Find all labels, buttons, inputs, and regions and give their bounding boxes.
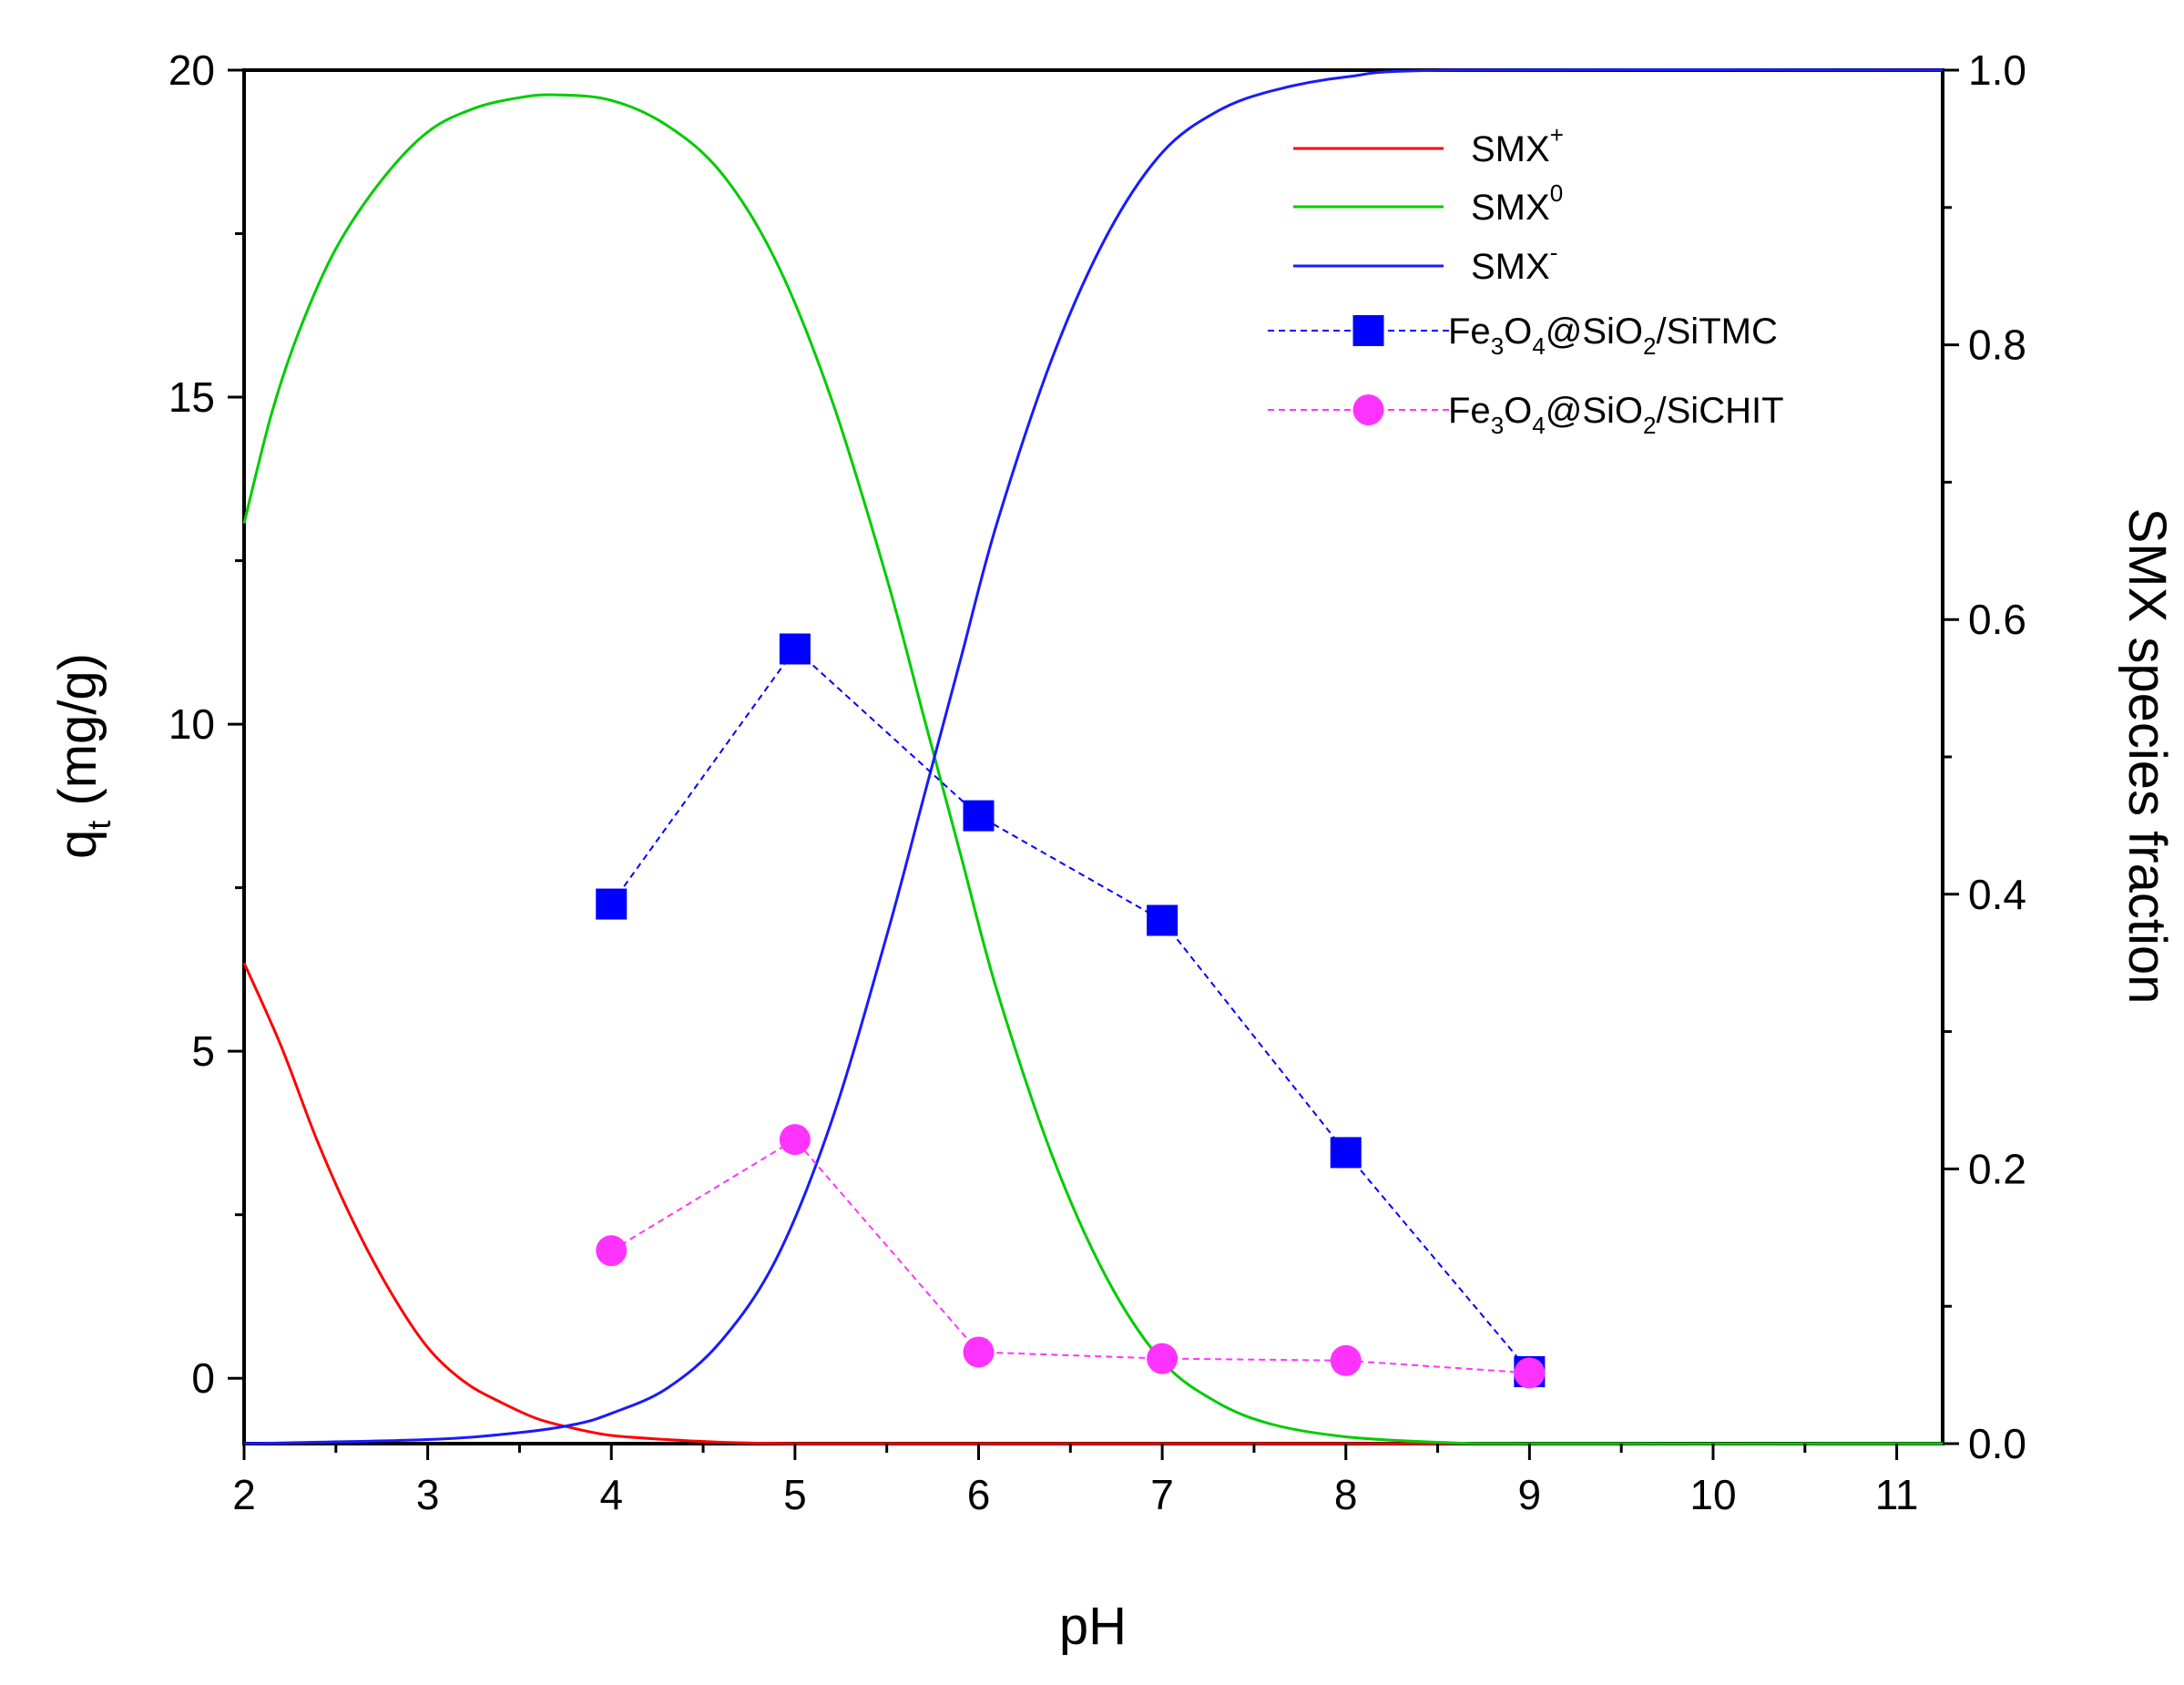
- y-axis-left-title-main: q: [48, 830, 107, 859]
- y-right-tick-label: 0.6: [1968, 596, 2026, 643]
- y-left-tick-label: 15: [168, 373, 215, 421]
- sichit-point: [1330, 1344, 1362, 1376]
- y-axis-left-title-subscript: t: [80, 821, 117, 830]
- y-right-tick-label: 1.0: [1968, 46, 2026, 94]
- sitmc-point: [963, 800, 995, 832]
- legend-label-sitmc: Fe3O4@SiO2/SiTMC: [1448, 311, 1778, 360]
- y-axis-right-title-text: SMX species fraction: [2118, 508, 2177, 1005]
- legend-label-smx-anion-curve: SMX-: [1471, 239, 1557, 287]
- x-tick-label: 7: [1150, 1471, 1174, 1518]
- legend: SMX+ SMX0 SMX- Fe3O4@SiO2/SiTMC Fe3O4@SiO2/S…: [1268, 121, 1784, 439]
- x-tick-label: 6: [967, 1471, 991, 1518]
- y-axis-left-title: qt (mg/g): [48, 653, 117, 859]
- x-tick-label: 2: [232, 1471, 256, 1518]
- sichit-point: [596, 1235, 628, 1267]
- x-tick-label: 8: [1334, 1471, 1358, 1518]
- y-right-tick-label: 0.4: [1968, 871, 2026, 918]
- y-right-tick-label: 0.2: [1968, 1145, 2026, 1192]
- legend-marker-sitmc: [1352, 315, 1384, 346]
- sichit-point: [1514, 1357, 1546, 1389]
- sitmc-point: [1147, 904, 1179, 936]
- legend-label-smx-neutral-curve: SMX0: [1471, 179, 1563, 228]
- sichit-point: [779, 1124, 811, 1156]
- y-left-tick-label: 10: [168, 700, 215, 748]
- x-tick-label: 11: [1875, 1471, 1919, 1518]
- sitmc-point: [779, 633, 811, 665]
- y-axis-left-title-suffix: (mg/g): [48, 653, 107, 821]
- data-series: [596, 633, 1546, 1389]
- species-curves: [242, 67, 1944, 1445]
- plot-frame: [242, 68, 1944, 1445]
- svg-text:qt (mg/g): qt (mg/g): [48, 653, 117, 859]
- y-axis-right-title: SMX species fraction: [2118, 508, 2177, 1005]
- legend-label-smx-cation-curve: SMX+: [1471, 121, 1564, 169]
- y-right-tick-label: 0.8: [1968, 322, 2026, 369]
- y-left-tick-label: 0: [191, 1354, 215, 1402]
- x-tick-label: 5: [783, 1471, 807, 1518]
- x-tick-label: 3: [416, 1471, 440, 1518]
- x-tick-label: 10: [1689, 1471, 1736, 1518]
- y-axis-left: 0 5 10 15 20: [168, 46, 244, 1402]
- legend-marker-sichit: [1352, 394, 1384, 425]
- x-tick-label: 4: [599, 1471, 623, 1518]
- y-left-tick-label: 20: [168, 46, 215, 94]
- sichit-line: [610, 1138, 1530, 1374]
- y-right-tick-label: 0.0: [1968, 1420, 2026, 1467]
- smx-anion-curve: [243, 67, 1944, 1445]
- smx-neutral-curve: [242, 93, 1944, 1445]
- x-axis: 2 3 4 5 6 7 8 9 10 11: [232, 1444, 1918, 1518]
- sitmc-point: [1330, 1137, 1362, 1169]
- legend-label-sichit: Fe3O4@SiO2/SiCHIT: [1448, 391, 1784, 439]
- y-left-tick-label: 5: [191, 1027, 215, 1075]
- sitmc-point: [596, 888, 628, 920]
- smx-cation-curve: [242, 962, 1943, 1445]
- sichit-point: [963, 1336, 995, 1368]
- x-tick-label: 9: [1518, 1471, 1542, 1518]
- x-axis-title: pH: [1059, 1597, 1127, 1656]
- y-axis-right: 0.0 0.2 0.4 0.6 0.8 1.0: [1943, 46, 2026, 1467]
- sitmc-line: [610, 648, 1531, 1373]
- sichit-point: [1147, 1343, 1179, 1374]
